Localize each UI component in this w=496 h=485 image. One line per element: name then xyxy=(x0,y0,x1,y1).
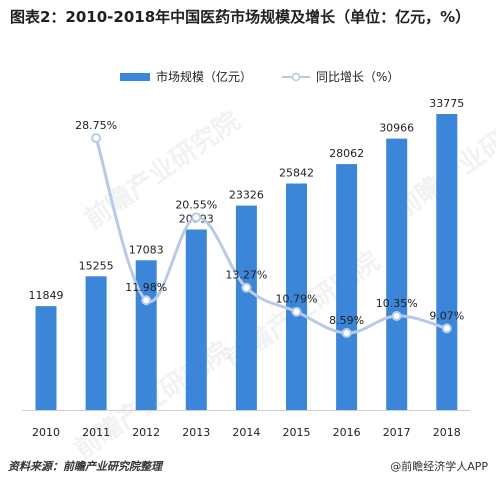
growth-point xyxy=(441,323,452,334)
x-tick-label: 2017 xyxy=(383,426,411,439)
growth-value-label: 11.98% xyxy=(125,281,167,294)
bar-value-label: 23326 xyxy=(229,189,264,202)
bar-value-label: 15255 xyxy=(79,259,114,272)
bar-value-label: 17083 xyxy=(129,243,164,256)
growth-point xyxy=(291,306,302,317)
bar-value-label: 33775 xyxy=(429,97,464,110)
bar-value-label: 28062 xyxy=(329,147,364,160)
bar-value-label: 11849 xyxy=(29,289,64,302)
x-tick-label: 2015 xyxy=(283,426,311,439)
bar xyxy=(436,114,458,410)
growth-point xyxy=(91,133,102,143)
growth-point xyxy=(191,212,202,223)
chart-title: 图表2：2010-2018年中国医药市场规模及增长（单位：亿元，%） xyxy=(10,8,471,26)
legend-bar-swatch xyxy=(120,73,150,81)
bar xyxy=(386,138,408,410)
growth-point xyxy=(341,328,352,338)
growth-value-label: 8.59% xyxy=(329,314,364,327)
x-tick-label: 2013 xyxy=(182,426,210,439)
growth-value-label: 13.27% xyxy=(225,269,267,282)
growth-value-label: 10.35% xyxy=(376,297,418,310)
brand-credit: @前瞻经济学人APP xyxy=(390,460,488,473)
x-tick-label: 2018 xyxy=(433,426,461,439)
bar xyxy=(336,164,358,410)
growth-point xyxy=(391,310,402,321)
bar xyxy=(235,205,257,410)
bar xyxy=(35,306,57,410)
source-note: 资料来源：前瞻产业研究院整理 xyxy=(8,460,162,473)
x-tick-label: 2014 xyxy=(232,426,260,439)
growth-value-label: 28.75% xyxy=(75,119,117,132)
x-tick-label: 2012 xyxy=(132,426,160,439)
growth-value-label: 20.55% xyxy=(175,198,217,211)
bar xyxy=(85,276,107,410)
x-tick-label: 2016 xyxy=(333,426,361,439)
bar-value-label: 25842 xyxy=(279,167,314,180)
x-tick-label: 2011 xyxy=(82,426,110,439)
growth-point xyxy=(241,282,252,293)
bar-value-label: 30966 xyxy=(379,122,414,135)
legend-bar-label: 市场规模（亿元） xyxy=(156,69,252,84)
bar xyxy=(135,260,157,410)
growth-point xyxy=(141,295,152,306)
bar xyxy=(286,183,307,410)
bar xyxy=(185,229,207,410)
growth-value-label: 9.07% xyxy=(429,309,464,322)
x-tick-label: 2010 xyxy=(32,426,60,439)
legend-line-marker xyxy=(291,72,301,82)
growth-value-label: 10.79% xyxy=(276,293,318,306)
legend-line-label: 同比增长（%） xyxy=(316,70,399,84)
